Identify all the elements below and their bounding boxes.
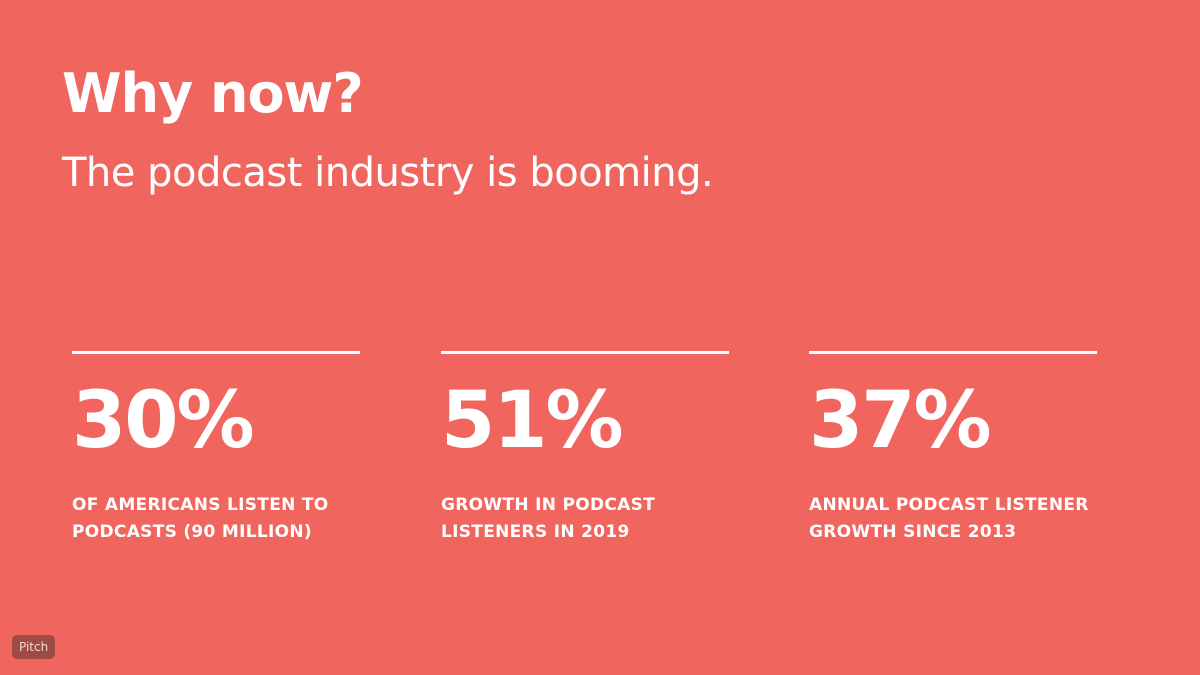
stat-value: 37% — [809, 376, 992, 466]
stat: 30% OF AMERICANS LISTEN TO PODCASTS (90 MI… — [72, 351, 360, 546]
stat: 37% ANNUAL PODCAST LISTENER GROWTH SINCE 2… — [809, 351, 1097, 546]
stat-label-line: PODCASTS (90 MILLION) — [72, 522, 312, 542]
divider — [441, 351, 729, 354]
stat-label-line: OF AMERICANS LISTEN TO — [72, 495, 329, 515]
subtitle: The podcast industry is booming. — [62, 150, 714, 196]
stat-label-line: ANNUAL PODCAST LISTENER — [809, 495, 1089, 515]
stat-label: OF AMERICANS LISTEN TO PODCASTS (90 MILLI… — [72, 492, 360, 546]
stat-value: 51% — [441, 376, 624, 466]
stat: 51% GROWTH IN PODCAST LISTENERS IN 2019 — [441, 351, 729, 546]
divider — [72, 351, 360, 354]
stat-label-line: LISTENERS IN 2019 — [441, 522, 630, 542]
stat-value: 30% — [72, 376, 255, 466]
stat-label: GROWTH IN PODCAST LISTENERS IN 2019 — [441, 492, 729, 546]
title: Why now? — [62, 62, 364, 125]
stat-label: ANNUAL PODCAST LISTENER GROWTH SINCE 2013 — [809, 492, 1097, 546]
stat-label-line: GROWTH IN PODCAST — [441, 495, 656, 515]
divider — [809, 351, 1097, 354]
stat-label-line: GROWTH SINCE 2013 — [809, 522, 1017, 542]
badge[interactable]: Pitch — [12, 635, 56, 659]
